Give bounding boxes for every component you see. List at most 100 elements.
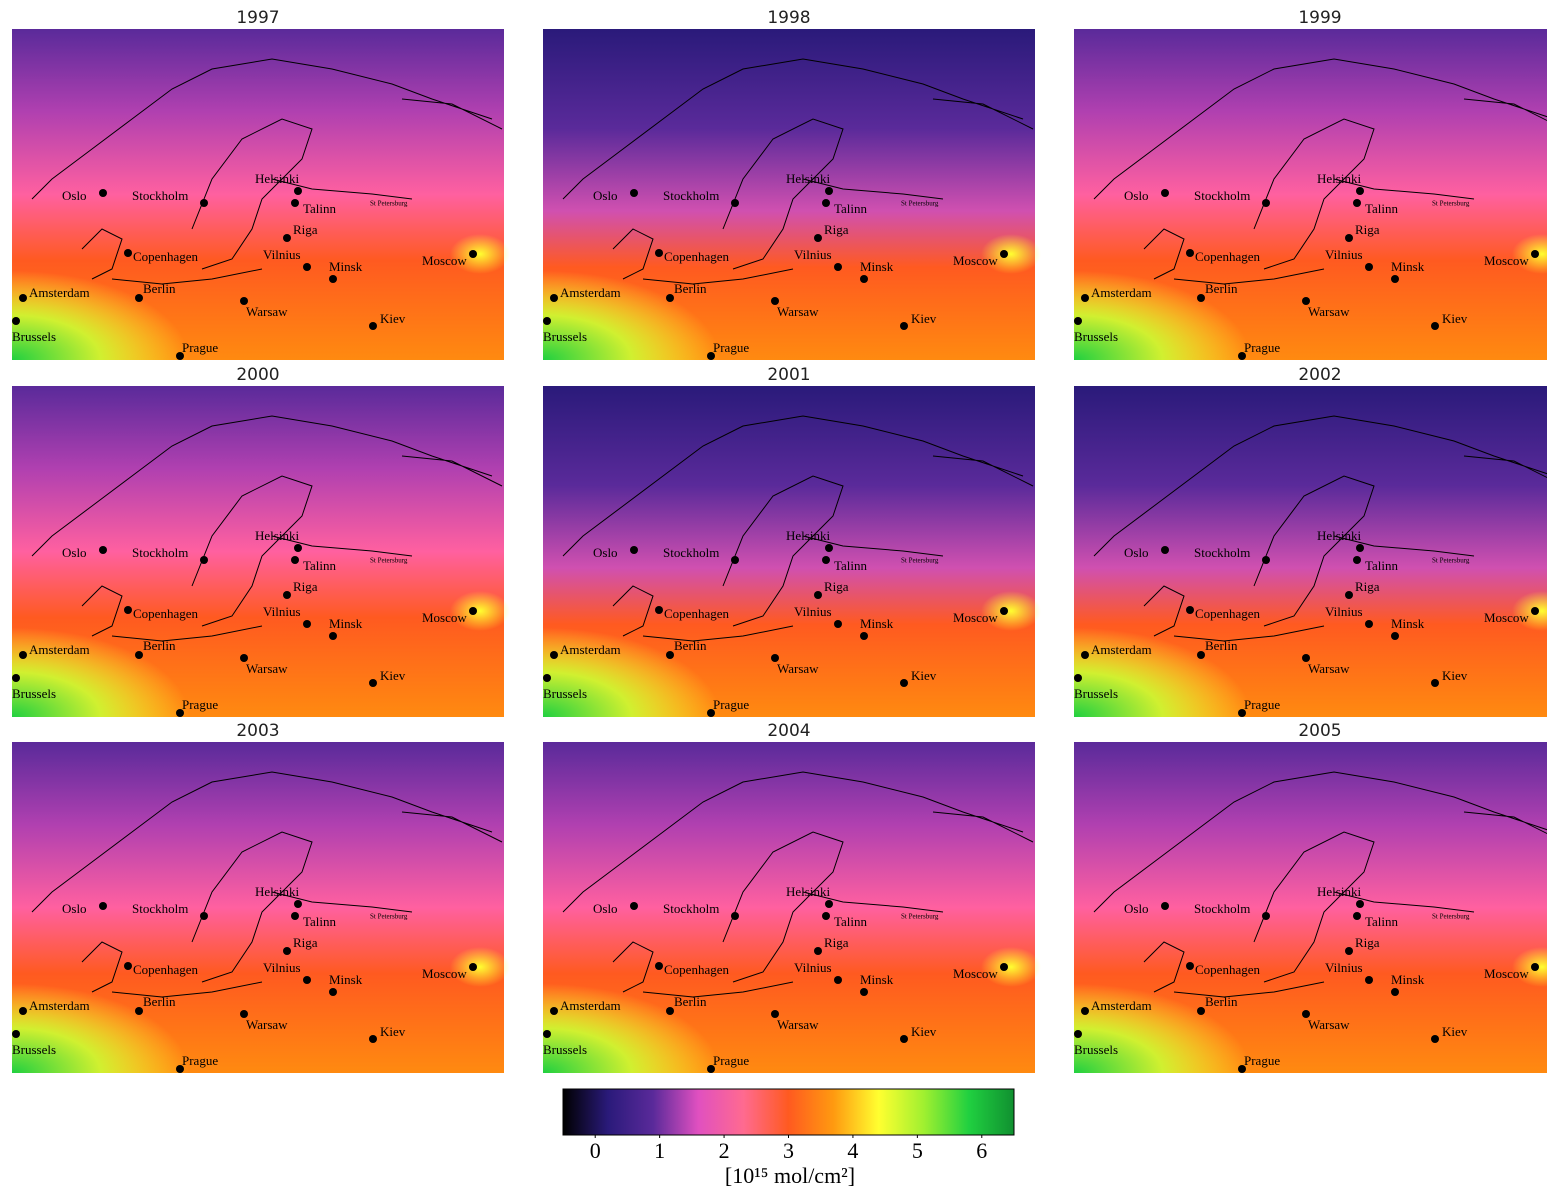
city-label: Amsterdam [1091, 998, 1152, 1013]
city-dot [834, 976, 842, 984]
city-dot [200, 556, 208, 564]
city-dot [860, 275, 868, 283]
city-label: Riga [1355, 579, 1380, 594]
city-dot [550, 1007, 558, 1015]
city-dot [12, 317, 20, 325]
city-dot [135, 651, 143, 659]
city-label: Berlin [674, 281, 707, 296]
city-label: Warsaw [246, 304, 288, 319]
city-dot [666, 651, 674, 659]
city-dot [200, 199, 208, 207]
panel-title: 2002 [1298, 365, 1341, 385]
city-dot [1531, 250, 1539, 258]
city-dot [771, 654, 779, 662]
city-label: Brussels [1074, 686, 1118, 701]
high-value-region [543, 568, 839, 717]
city-label: Minsk [860, 616, 894, 631]
city-dot [1431, 1035, 1439, 1043]
city-dot [1391, 275, 1399, 283]
city-label: Oslo [593, 188, 618, 203]
panel-title: 1998 [767, 8, 810, 28]
city-dot [814, 234, 822, 242]
city-label: Prague [1244, 340, 1280, 355]
city-label: Kiev [911, 311, 937, 326]
city-dot [1302, 297, 1310, 305]
city-dot [543, 674, 551, 682]
city-dot [550, 651, 558, 659]
city-label: Minsk [329, 972, 363, 987]
city-label: Brussels [12, 329, 56, 344]
city-dot [1365, 620, 1373, 628]
city-dot [1238, 709, 1246, 717]
city-dot [99, 189, 107, 197]
city-label: Oslo [593, 545, 618, 560]
city-dot [543, 317, 551, 325]
city-label: Copenhagen [133, 962, 198, 977]
city-label: Helsinki [786, 884, 830, 899]
city-dot [469, 250, 477, 258]
city-label: Copenhagen [1195, 606, 1260, 621]
colorbar-tick-label: 0 [590, 1138, 601, 1163]
city-label: Talinn [1365, 201, 1399, 216]
city-label: Talinn [834, 914, 868, 929]
city-dot [707, 1065, 715, 1073]
city-dot [1353, 556, 1361, 564]
city-label: Prague [182, 697, 218, 712]
city-dot [1186, 249, 1194, 257]
city-label: Moscow [953, 966, 998, 981]
city-label: Berlin [1205, 638, 1238, 653]
coastline [562, 771, 1034, 998]
high-value-region [1074, 924, 1370, 1073]
city-dot [630, 546, 638, 554]
city-label: Oslo [62, 545, 87, 560]
city-dot [19, 1007, 27, 1015]
city-dot [99, 546, 107, 554]
city-label: Oslo [1124, 545, 1149, 560]
city-dot [1161, 902, 1169, 910]
city-label: Vilnius [1325, 247, 1363, 262]
city-label: Copenhagen [133, 249, 198, 264]
city-label: St Petersburg [1432, 200, 1470, 208]
city-label: St Petersburg [370, 913, 408, 921]
city-dot [294, 544, 302, 552]
city-dot [543, 1030, 551, 1038]
city-dot [1356, 544, 1364, 552]
city-dot [1186, 606, 1194, 614]
city-dot [1345, 591, 1353, 599]
city-label: Kiev [380, 668, 406, 683]
city-dot [1238, 1065, 1246, 1073]
colorbar-tick-label: 6 [976, 1138, 987, 1163]
city-label: Prague [182, 340, 218, 355]
city-dot [283, 591, 291, 599]
coastline [31, 58, 503, 285]
city-dot [303, 976, 311, 984]
city-dot [294, 900, 302, 908]
high-value-region [543, 211, 839, 360]
map-panel: Oslo Stockholm Helsinki Talinn St Petersburg… [1074, 742, 1547, 1073]
map-panel: Oslo Stockholm Helsinki Talinn St Petersburg… [543, 386, 1041, 717]
city-label: Oslo [1124, 901, 1149, 916]
city-label: Warsaw [246, 661, 288, 676]
city-dot [283, 947, 291, 955]
city-label: Moscow [422, 610, 467, 625]
city-label: St Petersburg [901, 913, 939, 921]
city-label: Vilnius [263, 247, 301, 262]
city-label: Prague [1244, 1053, 1280, 1068]
city-label: Stockholm [1194, 901, 1250, 916]
city-label: Minsk [860, 972, 894, 987]
city-label: Warsaw [777, 661, 819, 676]
city-dot [135, 294, 143, 302]
city-label: Stockholm [663, 545, 719, 560]
city-label: Stockholm [663, 901, 719, 916]
city-label: Talinn [303, 558, 337, 573]
city-dot [731, 199, 739, 207]
city-dot [1365, 263, 1373, 271]
high-value-spot [450, 947, 510, 987]
city-label: Vilnius [1325, 604, 1363, 619]
city-dot [1197, 294, 1205, 302]
city-dot [1081, 1007, 1089, 1015]
city-label: St Petersburg [370, 200, 408, 208]
colorbar-tick-label: 3 [783, 1138, 794, 1163]
city-dot [655, 249, 663, 257]
